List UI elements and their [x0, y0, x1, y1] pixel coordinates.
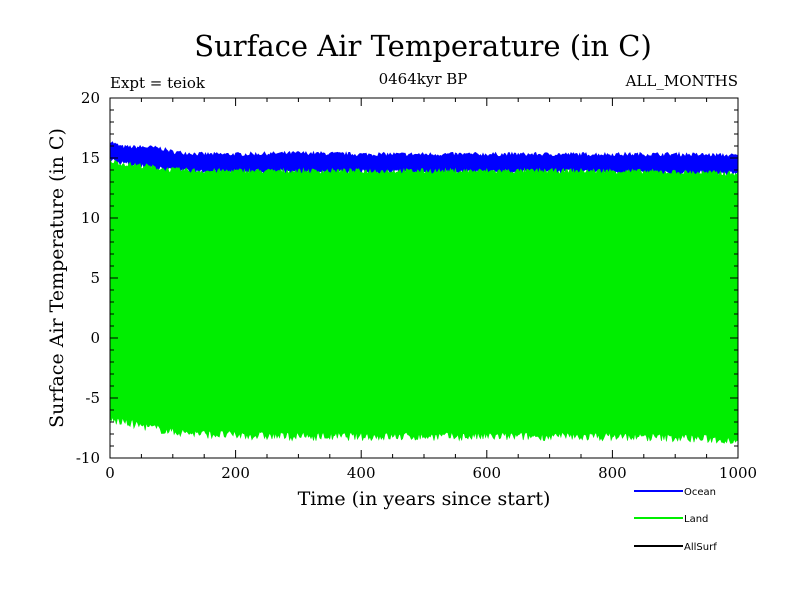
chart-title: Surface Air Temperature (in C): [194, 29, 652, 63]
y-tick-label: 20: [81, 89, 100, 107]
months-label: ALL_MONTHS: [625, 72, 738, 90]
plot-series: [109, 141, 739, 444]
period-label: 0464kyr BP: [379, 70, 468, 88]
x-tick-label: 800: [598, 464, 627, 482]
y-tick-label: 10: [81, 209, 100, 227]
legend: Ocean Land AllSurf: [634, 487, 717, 553]
y-tick-label: 5: [90, 269, 100, 287]
y-axis-label: Surface Air Temperature (in C): [46, 128, 68, 428]
x-axis-label: Time (in years since start): [298, 488, 551, 510]
x-tick-label: 0: [105, 464, 115, 482]
x-tick-label: 400: [347, 464, 376, 482]
y-tick-label: -5: [85, 389, 100, 407]
legend-label-land: Land: [684, 514, 708, 525]
x-tick-label: 1000: [719, 464, 757, 482]
legend-label-ocean: Ocean: [684, 487, 716, 498]
x-tick-label: 600: [472, 464, 501, 482]
y-tick-label: -10: [76, 449, 100, 467]
experiment-label: Expt = teiok: [110, 74, 206, 92]
legend-label-allsurf: AllSurf: [684, 542, 717, 553]
y-tick-label: 0: [90, 329, 100, 347]
axis-ticks: 0 200 400 600 800 1000 -10 -5 0 5 10 15 20: [76, 89, 757, 482]
series-band-land: [109, 158, 739, 444]
x-tick-label: 200: [221, 464, 250, 482]
y-tick-label: 15: [81, 149, 100, 167]
